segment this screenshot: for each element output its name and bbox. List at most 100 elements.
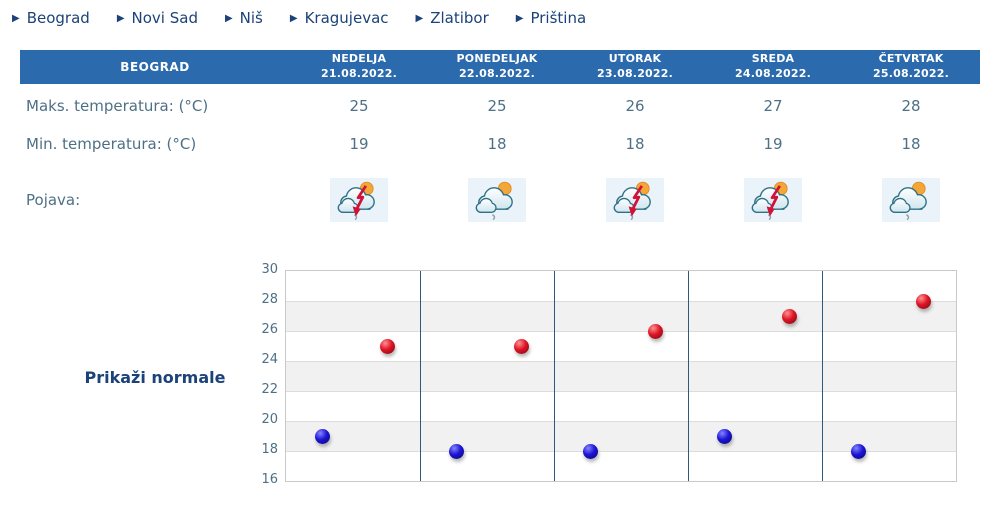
min-temp-value: 19 [349, 135, 369, 153]
min-temp-point [716, 428, 732, 444]
day-header-ponedeljak: PONEDELJAK 22.08.2022. [428, 50, 566, 84]
max-temp-point [648, 323, 664, 339]
gridline [286, 331, 956, 332]
day-header-utorak: UTORAK 23.08.2022. [566, 50, 704, 84]
phenomenon-row: Pojava: [20, 176, 980, 224]
temperature-chart-plot [285, 270, 957, 482]
min-temp-point [850, 443, 866, 459]
max-temp-row: Maks. temperatura: (°C) 25 25 26 27 28 [20, 88, 980, 124]
day-separator [420, 271, 421, 481]
min-temp-value: 18 [901, 135, 921, 153]
nav-link-novi-sad[interactable]: ▶ Novi Sad [117, 9, 198, 27]
day-header-cetvrtak: ČETVRTAK 25.08.2022. [842, 50, 980, 84]
chart-y-axis: 16 18 20 22 24 26 28 30 [240, 262, 278, 487]
gridline [286, 421, 956, 422]
cloud-sun-rain-thunder-icon [751, 181, 789, 220]
gridline [286, 301, 956, 302]
phenomenon-cell [842, 178, 980, 222]
nav-label: Novi Sad [131, 9, 198, 27]
chart-band [286, 451, 956, 481]
day-date: 22.08.2022. [459, 67, 535, 80]
min-temp-row: Min. temperatura: (°C) 19 18 18 19 18 [20, 126, 980, 162]
max-temp-value: 28 [901, 97, 921, 115]
chart-band [286, 331, 956, 361]
day-separator [822, 271, 823, 481]
nav-link-beograd[interactable]: ▶ Beograd [12, 9, 90, 27]
nav-label: Niš [239, 9, 263, 27]
day-name: PONEDELJAK [456, 52, 538, 66]
chart-band [286, 301, 956, 331]
max-temp-value: 25 [349, 97, 369, 115]
day-name: NEDELJA [331, 52, 387, 66]
cloud-sun-rain-icon [889, 181, 927, 220]
y-tick-label: 20 [261, 412, 278, 427]
max-temp-point [782, 308, 798, 324]
min-temp-value: 19 [763, 135, 783, 153]
chart-band [286, 271, 956, 301]
chart-band [286, 361, 956, 391]
phenomenon-label: Pojava: [26, 191, 81, 209]
gridline [286, 451, 956, 452]
nav-link-pristina[interactable]: ▶ Priština [516, 9, 586, 27]
day-date: 24.08.2022. [735, 67, 811, 80]
show-normals-link[interactable]: Prikaži normale [84, 368, 226, 387]
triangle-bullet-icon: ▶ [415, 13, 424, 24]
triangle-bullet-icon: ▶ [12, 13, 20, 24]
max-temp-point [514, 338, 530, 354]
y-tick-label: 18 [261, 442, 278, 457]
max-temp-point [380, 338, 396, 354]
triangle-bullet-icon: ▶ [224, 13, 233, 24]
min-temp-label: Min. temperatura: (°C) [26, 135, 197, 153]
phenomenon-cell [428, 178, 566, 222]
day-name: ČETVRTAK [878, 52, 944, 66]
y-tick-label: 24 [261, 352, 278, 367]
day-name: SREDA [751, 52, 795, 66]
y-tick-label: 28 [261, 292, 278, 307]
max-temp-value: 25 [487, 97, 507, 115]
gridline [286, 391, 956, 392]
nav-label: Priština [530, 9, 587, 27]
cloud-sun-rain-thunder-icon [613, 181, 651, 220]
max-temp-label: Maks. temperatura: (°C) [26, 97, 209, 115]
min-temp-point [582, 443, 598, 459]
day-separator [554, 271, 555, 481]
nav-link-zlatibor[interactable]: ▶ Zlatibor [416, 9, 489, 27]
station-name: BEOGRAD [120, 60, 190, 74]
triangle-bullet-icon: ▶ [116, 13, 125, 24]
max-temp-value: 26 [625, 97, 645, 115]
nav-link-kragujevac[interactable]: ▶ Kragujevac [290, 9, 389, 27]
day-date: 25.08.2022. [873, 67, 949, 80]
phenomenon-cell [566, 178, 704, 222]
cloud-sun-rain-icon [475, 181, 513, 220]
cloud-sun-rain-thunder-icon [337, 181, 375, 220]
day-header-sreda: SREDA 24.08.2022. [704, 50, 842, 84]
nav-label: Zlatibor [430, 9, 489, 27]
nav-label: Kragujevac [304, 9, 389, 27]
min-temp-value: 18 [487, 135, 507, 153]
min-temp-point [448, 443, 464, 459]
triangle-bullet-icon: ▶ [289, 13, 298, 24]
day-date: 21.08.2022. [321, 67, 397, 80]
gridline [286, 361, 956, 362]
phenomenon-cell [704, 178, 842, 222]
nav-label: Beograd [26, 9, 90, 27]
day-header-nedelja: NEDELJA 21.08.2022. [290, 50, 428, 84]
y-tick-label: 30 [261, 262, 278, 277]
day-separator [688, 271, 689, 481]
chart-band [286, 391, 956, 421]
max-temp-point [916, 293, 932, 309]
city-nav: ▶ Beograd ▶ Novi Sad ▶ Niš ▶ Kragujevac ▶ Zla… [12, 9, 586, 27]
min-temp-value: 18 [625, 135, 645, 153]
day-date: 23.08.2022. [597, 67, 673, 80]
min-temp-point [314, 428, 330, 444]
phenomenon-cell [290, 178, 428, 222]
nav-link-nis[interactable]: ▶ Niš [225, 9, 263, 27]
max-temp-value: 27 [763, 97, 783, 115]
y-tick-label: 26 [261, 322, 278, 337]
triangle-bullet-icon: ▶ [515, 13, 524, 24]
y-tick-label: 16 [261, 472, 278, 487]
chart-band [286, 421, 956, 451]
day-name: UTORAK [608, 52, 662, 66]
y-tick-label: 22 [261, 382, 278, 397]
